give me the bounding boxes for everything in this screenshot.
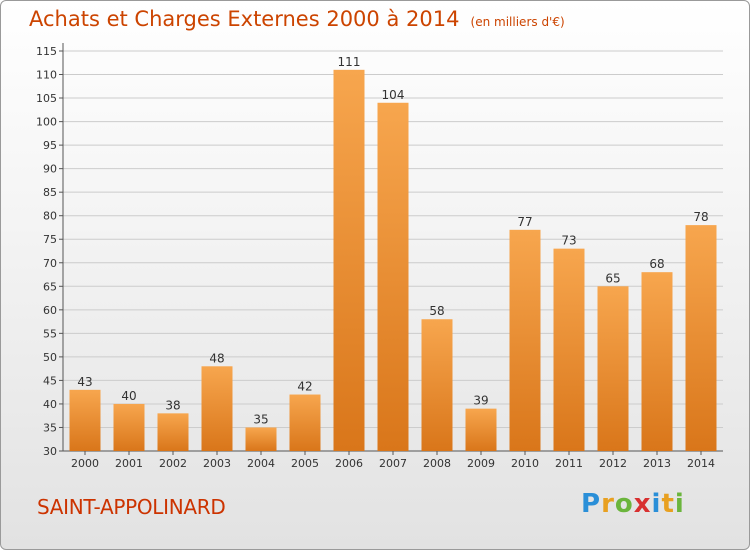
data-label: 78: [693, 210, 708, 224]
x-tick-label: 2008: [423, 457, 451, 470]
title-row: Achats et Charges Externes 2000 à 2014 (…: [29, 7, 565, 31]
x-tick-label: 2014: [687, 457, 715, 470]
bar: [245, 427, 277, 451]
logo-letter: i: [674, 489, 685, 519]
logo-letter: o: [614, 489, 634, 519]
data-labels: 43 40 38 48 35 42 111 104 58 39 77 73 65 68 78: [77, 55, 708, 427]
x-tick-label: 2003: [203, 457, 231, 470]
chart-subtitle: (en milliers d'€): [470, 15, 565, 29]
data-label: 42: [297, 380, 312, 394]
logo-letter: i: [651, 489, 662, 519]
x-tick-labels: 2000 2001 2002 2003 2004 2005 2006 2007 2008 2009…: [71, 451, 715, 470]
y-tick-labels: 30 35 40 45 50 55 60 65 70 75 80 85 90 95 100 105 110 115: [36, 45, 57, 458]
y-tick-label: 90: [43, 163, 57, 176]
data-label: 65: [605, 271, 620, 285]
x-tick-label: 2010: [511, 457, 539, 470]
x-tick-label: 2007: [379, 457, 407, 470]
x-tick-label: 2006: [335, 457, 363, 470]
bar: [465, 408, 497, 451]
bar: [377, 102, 409, 451]
bar: [113, 403, 145, 451]
logo-letter: r: [601, 489, 615, 519]
x-tick-label: 2001: [115, 457, 143, 470]
data-label: 104: [382, 88, 405, 102]
data-label: 58: [429, 304, 444, 318]
bar: [685, 225, 717, 451]
x-tick-label: 2000: [71, 457, 99, 470]
logo-letter: x: [633, 489, 652, 519]
logo-letter: t: [661, 489, 675, 519]
x-tick-label: 2009: [467, 457, 495, 470]
data-label: 73: [561, 234, 576, 248]
y-tick-label: 100: [36, 116, 57, 129]
x-tick-label: 2013: [643, 457, 671, 470]
bar: [201, 366, 233, 451]
logo-letter: P: [581, 489, 602, 519]
y-tick-label: 65: [43, 280, 57, 293]
y-tick-label: 55: [43, 327, 57, 340]
y-tick-label: 70: [43, 257, 57, 270]
x-tick-label: 2002: [159, 457, 187, 470]
bar: [641, 272, 673, 451]
bars: [69, 69, 717, 451]
bar: [553, 248, 585, 451]
data-label: 48: [209, 351, 224, 365]
data-label: 43: [77, 375, 92, 389]
data-label: 39: [473, 394, 488, 408]
x-tick-label: 2012: [599, 457, 627, 470]
y-tick-label: 60: [43, 304, 57, 317]
data-label: 77: [517, 215, 532, 229]
bar: [69, 389, 101, 451]
y-tick-label: 30: [43, 445, 57, 458]
y-tick-label: 75: [43, 233, 57, 246]
y-tick-label: 40: [43, 398, 57, 411]
x-tick-label: 2004: [247, 457, 275, 470]
chart-title: Achats et Charges Externes 2000 à 2014: [29, 7, 460, 31]
x-tick-label: 2005: [291, 457, 319, 470]
commune-name: SAINT-APPOLINARD: [37, 495, 226, 519]
bar: [421, 319, 453, 451]
y-tick-label: 35: [43, 421, 57, 434]
data-label: 35: [253, 412, 268, 426]
y-tick-label: 105: [36, 92, 57, 105]
data-label: 111: [338, 55, 361, 69]
y-tick-label: 115: [36, 45, 57, 58]
y-tick-label: 110: [36, 69, 57, 82]
data-label: 68: [649, 257, 664, 271]
proxiti-logo[interactable]: Proxiti: [581, 489, 685, 519]
y-tick-label: 80: [43, 210, 57, 223]
bar: [597, 286, 629, 451]
y-tick-label: 45: [43, 374, 57, 387]
bar: [157, 413, 189, 451]
data-label: 38: [165, 398, 180, 412]
bar: [509, 229, 541, 451]
bar: [333, 69, 365, 451]
y-tick-label: 50: [43, 351, 57, 364]
data-label: 40: [121, 389, 136, 403]
bar: [289, 394, 321, 451]
y-tick-label: 85: [43, 186, 57, 199]
x-tick-label: 2011: [555, 457, 583, 470]
y-tick-label: 95: [43, 139, 57, 152]
